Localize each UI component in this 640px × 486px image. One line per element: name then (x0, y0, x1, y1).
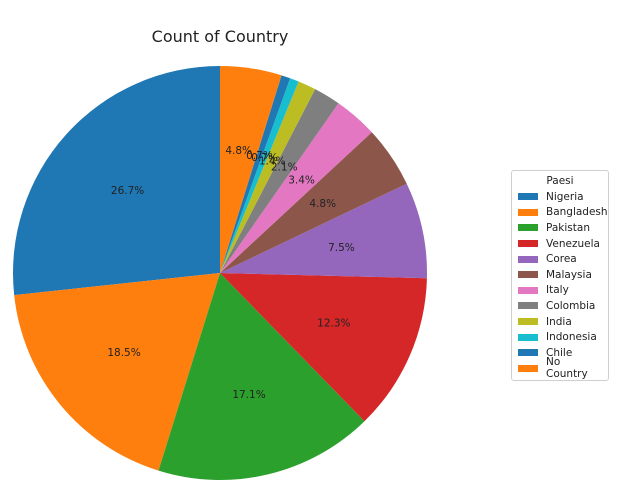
legend-item: No Country (518, 356, 602, 380)
legend-swatch (518, 333, 538, 341)
legend-item: Malaysia (518, 267, 602, 283)
legend-swatch (518, 318, 538, 326)
slice-label: 0.7% (251, 152, 278, 164)
legend: Paesi Nigeria Bangladesh Pakistan Venezuela… (511, 170, 609, 382)
legend-label: India (546, 315, 572, 328)
pie-slice-venezuela (220, 273, 427, 422)
legend-item: Italy (518, 283, 602, 299)
legend-item: Colombia (518, 298, 602, 314)
slice-label: 17.1% (232, 389, 265, 401)
pie-slice-pakistan (158, 273, 365, 481)
legend-swatch (518, 271, 538, 279)
legend-swatch (518, 286, 538, 294)
legend-swatch (518, 255, 538, 263)
slice-label: 1.4% (259, 155, 286, 167)
pie-slice-italy (220, 103, 372, 273)
slice-label: 0.7% (246, 150, 273, 162)
legend-item: Venezuela (518, 236, 602, 252)
pie-slice-corea (220, 183, 427, 279)
slice-label: 3.4% (288, 174, 315, 186)
legend-swatch (518, 349, 538, 357)
legend-swatch (518, 208, 538, 216)
pie-slice-no-country (220, 66, 282, 273)
pie-slice-chile (220, 75, 291, 273)
slice-label: 18.5% (107, 347, 140, 359)
pie-slice-nigeria (12, 66, 220, 296)
slice-label: 7.5% (328, 242, 355, 254)
legend-item: Corea (518, 251, 602, 267)
legend-item: Nigeria (518, 189, 602, 205)
slice-label: 4.8% (309, 198, 336, 210)
pie-slice-india (220, 81, 316, 273)
legend-title: Paesi (546, 175, 574, 187)
slice-label: 2.1% (271, 162, 298, 174)
legend-item: Indonesia (518, 329, 602, 345)
pie-slice-indonesia (220, 78, 299, 274)
legend-item: Chile (518, 345, 602, 361)
legend-label: Italy (546, 284, 569, 297)
chart-title: Count of Country (152, 27, 289, 46)
legend-label: Indonesia (546, 331, 597, 344)
legend-swatch (518, 224, 538, 232)
slice-label: 4.8% (225, 145, 252, 157)
legend-label: Chile (546, 346, 573, 359)
legend-label: Colombia (546, 299, 596, 312)
legend-label: Malaysia (546, 268, 592, 281)
legend-label: Pakistan (546, 221, 590, 234)
legend-swatch (518, 302, 538, 310)
pie-slice-bangladesh (14, 273, 221, 471)
legend-swatch (518, 240, 538, 248)
legend-swatch (518, 364, 538, 372)
legend-label: Venezuela (546, 237, 600, 250)
legend-label: Nigeria (546, 190, 584, 203)
legend-label: No Country (546, 356, 588, 381)
legend-item: Pakistan (518, 220, 602, 236)
legend-label: Corea (546, 253, 577, 266)
slice-label: 12.3% (317, 318, 350, 330)
legend-label: Bangladesh (546, 206, 608, 219)
slice-label: 26.7% (111, 185, 144, 197)
pie-slice-malaysia (220, 132, 407, 273)
legend-item: Bangladesh (518, 205, 608, 221)
legend-item: India (518, 314, 602, 330)
pie-slice-colombia (220, 89, 339, 273)
legend-swatch (518, 193, 538, 201)
